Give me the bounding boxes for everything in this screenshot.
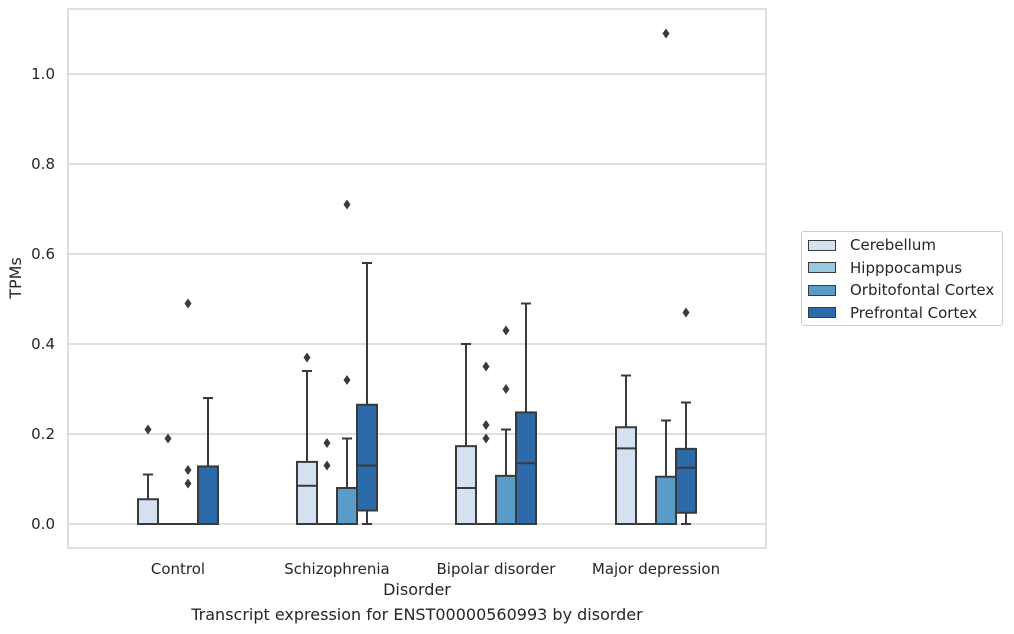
y-tick-label: 0.4 bbox=[31, 335, 55, 353]
y-tick-label: 0.6 bbox=[31, 245, 55, 263]
box-hipppocampus bbox=[475, 361, 497, 526]
outlier-point bbox=[343, 375, 351, 385]
figure-caption: Transcript expression for ENST0000056099… bbox=[191, 605, 643, 624]
outlier-point bbox=[184, 478, 192, 489]
boxes-layer bbox=[137, 28, 697, 526]
box-hipppocampus bbox=[316, 438, 338, 526]
legend-item: Hipppocampus bbox=[808, 258, 962, 278]
outlier-point bbox=[502, 325, 510, 336]
outlier-point bbox=[164, 433, 172, 444]
box-body bbox=[655, 475, 677, 525]
outlier-point bbox=[482, 361, 490, 372]
legend-swatch bbox=[808, 307, 836, 318]
y-axis-title: TPMs bbox=[6, 257, 25, 300]
box-body bbox=[137, 498, 159, 525]
outlier-point bbox=[343, 199, 351, 210]
legend-item: Cerebellum bbox=[808, 235, 936, 255]
y-tick-labels: 0.0 0.2 0.4 0.6 0.8 1.0 bbox=[31, 65, 55, 533]
legend-item: Prefrontal Cortex bbox=[808, 303, 977, 323]
box-prefrontal-cortex bbox=[675, 307, 697, 525]
outlier-point bbox=[682, 307, 690, 318]
outlier-point bbox=[662, 28, 670, 39]
legend-label: Cerebellum bbox=[850, 236, 936, 254]
box-hipppocampus bbox=[157, 433, 179, 526]
y-tick-label: 0.8 bbox=[31, 155, 55, 173]
box-body bbox=[455, 445, 477, 525]
box-body bbox=[675, 447, 697, 514]
legend-label: Prefrontal Cortex bbox=[850, 303, 978, 322]
box-prefrontal-cortex bbox=[515, 302, 537, 525]
plot-frame bbox=[67, 8, 767, 549]
legend: Cerebellum Hipppocampus Orbitofontal Corte… bbox=[801, 231, 1003, 326]
y-tick-label: 0.0 bbox=[31, 515, 55, 533]
x-tick-label: Major depression bbox=[592, 560, 720, 578]
outlier-point bbox=[482, 433, 490, 444]
box-body bbox=[197, 465, 219, 525]
box-orbitofontal-cortex bbox=[495, 325, 517, 526]
box-cerebellum bbox=[615, 374, 637, 525]
box-body bbox=[615, 426, 637, 525]
box-cerebellum bbox=[137, 424, 159, 525]
legend-label: Hipppocampus bbox=[850, 258, 963, 277]
legend-swatch bbox=[808, 239, 836, 251]
box-prefrontal-cortex bbox=[197, 397, 219, 525]
outlier-point bbox=[323, 438, 331, 448]
legend-item: Orbitofontal Cortex bbox=[808, 280, 994, 300]
outlier-point bbox=[303, 352, 311, 363]
box-body bbox=[296, 460, 318, 525]
box-orbitofontal-cortex bbox=[177, 298, 199, 526]
outlier-point bbox=[323, 460, 331, 471]
y-tick-label: 0.2 bbox=[31, 425, 55, 443]
box-body bbox=[356, 403, 378, 512]
outlier-point bbox=[482, 420, 490, 430]
outlier-point bbox=[144, 424, 152, 435]
grid-lines bbox=[68, 73, 766, 525]
x-tick-label: Bipolar disorder bbox=[437, 560, 557, 578]
box-cerebellum bbox=[296, 352, 318, 525]
box-orbitofontal-cortex bbox=[336, 199, 358, 525]
legend-label: Orbitofontal Cortex bbox=[850, 281, 995, 299]
outlier-point bbox=[502, 384, 510, 394]
outlier-point bbox=[184, 298, 192, 309]
x-tick-label: Schizophrenia bbox=[284, 560, 389, 578]
x-axis-title: Disorder bbox=[383, 580, 451, 599]
y-tick-label: 1.0 bbox=[31, 65, 55, 83]
legend-swatch bbox=[808, 262, 836, 273]
x-tick-label: Control bbox=[151, 560, 205, 578]
outlier-point bbox=[184, 465, 192, 475]
box-cerebellum bbox=[455, 343, 477, 525]
box-body bbox=[336, 487, 358, 525]
legend-swatch bbox=[808, 284, 836, 296]
x-tick-labels: Control Schizophrenia Bipolar disorder Majo… bbox=[151, 560, 720, 578]
box-body bbox=[495, 474, 517, 526]
box-orbitofontal-cortex bbox=[655, 28, 677, 525]
box-body bbox=[515, 411, 537, 525]
box-prefrontal-cortex bbox=[356, 262, 378, 525]
